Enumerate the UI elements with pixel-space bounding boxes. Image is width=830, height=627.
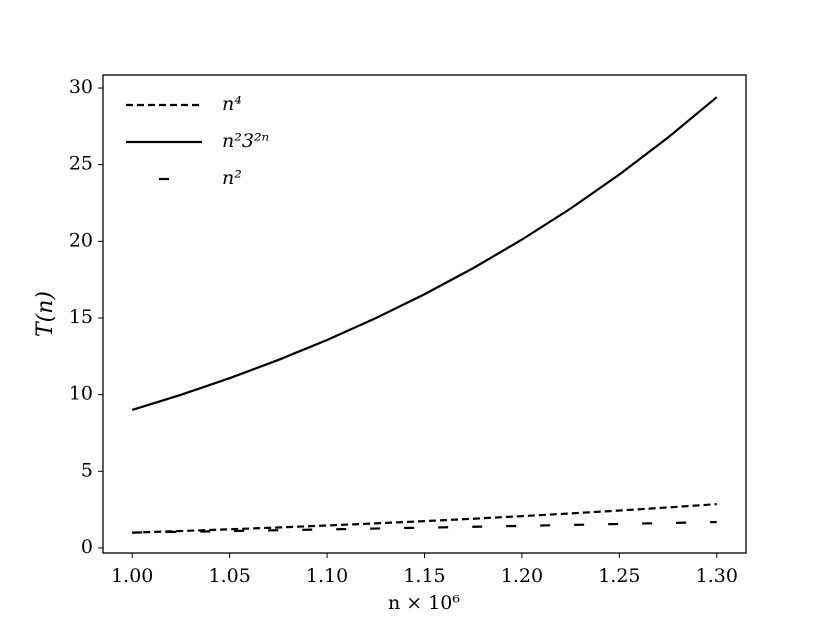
series-line	[132, 520, 717, 534]
x-tick-label: 1.05	[208, 565, 250, 587]
x-tick-label: 1.15	[403, 565, 445, 587]
plot-frame	[102, 74, 747, 554]
y-axis-label: T(n)	[33, 291, 58, 337]
y-tick-label: 30	[69, 76, 93, 98]
y-tick-label: 0	[81, 536, 93, 558]
y-tick-label: 15	[69, 306, 93, 328]
y-tick-label: 25	[69, 153, 93, 175]
legend-label: n⁴	[222, 93, 242, 115]
legend-label: n²3²ⁿ	[222, 130, 269, 152]
series-line	[132, 503, 717, 534]
x-axis-label: n × 10⁶	[388, 592, 460, 614]
x-tick-label: 1.10	[306, 565, 348, 587]
series-line	[131, 96, 718, 412]
y-tick-label: 20	[69, 229, 93, 251]
y-tick-label: 5	[81, 459, 93, 481]
x-tick-label: 1.20	[501, 565, 543, 587]
x-tick-label: 1.30	[696, 565, 738, 587]
y-tick-label: 10	[69, 383, 93, 405]
x-tick-label: 1.00	[111, 565, 153, 587]
x-tick-label: 1.25	[598, 565, 640, 587]
legend-label: n²	[222, 167, 242, 189]
